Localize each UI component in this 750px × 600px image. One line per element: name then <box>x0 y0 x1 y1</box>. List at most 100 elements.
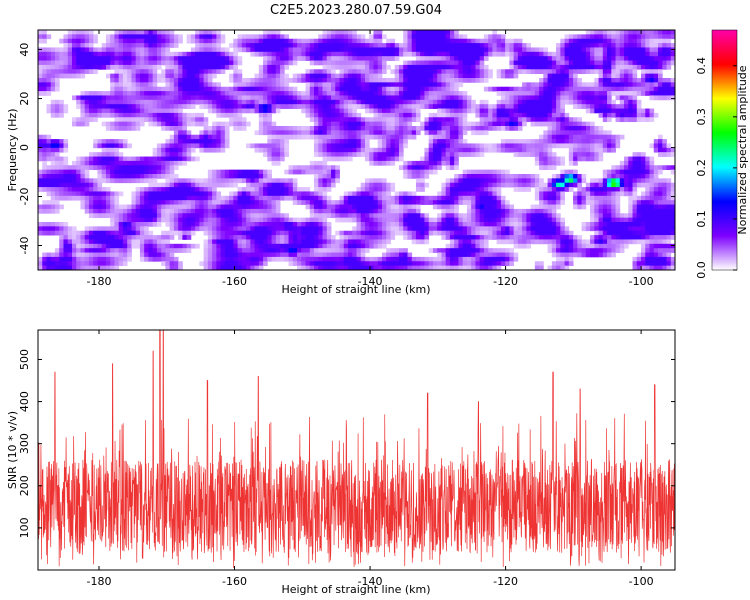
spectrogram-cell <box>500 200 506 205</box>
spectrogram-cell <box>343 64 349 70</box>
spectrogram-cell <box>182 208 188 214</box>
spectrogram-cell <box>369 126 374 131</box>
spectrogram-cell <box>237 104 243 109</box>
spectrogram-cell <box>649 60 655 66</box>
spectrogram-cell <box>50 165 56 171</box>
spectrogram-cell <box>530 82 536 88</box>
spectrogram-cell <box>369 69 374 75</box>
spectrogram-cell <box>492 182 498 188</box>
spectrogram-cell <box>318 108 323 114</box>
spectrogram-cell <box>602 86 608 92</box>
spectrogram-cell <box>263 82 268 88</box>
spectrogram-cell <box>195 195 200 201</box>
spectrogram-cell <box>522 60 527 66</box>
spectrogram-cell <box>653 213 659 219</box>
spectrogram-cell <box>449 160 455 166</box>
spectrogram-cell <box>666 38 672 44</box>
spectrogram-cell <box>670 51 675 57</box>
spectrogram-cell <box>445 139 451 144</box>
spectrogram-cell <box>199 191 205 197</box>
spectrogram-cell <box>331 152 336 157</box>
spectrogram-cell <box>403 174 408 179</box>
spectrogram-cell <box>169 217 175 223</box>
spectrogram-cell <box>598 187 604 192</box>
spectrogram-cell <box>658 60 663 66</box>
spectrogram-cell <box>305 47 311 53</box>
spectrogram-cell <box>394 117 400 123</box>
spectrogram-cell <box>539 182 544 188</box>
spectrogram-cell <box>258 34 264 40</box>
spectrogram-cell <box>216 51 222 57</box>
spectrogram-cell <box>63 143 69 149</box>
spectrogram-cell <box>314 51 319 57</box>
spectrogram-cell <box>411 108 417 114</box>
spectrogram-cell <box>666 64 672 70</box>
spectrogram-cell <box>551 99 557 105</box>
spectrogram-cell <box>203 34 209 40</box>
spectrogram-cell <box>118 64 124 70</box>
spectrogram-cell <box>331 130 336 136</box>
spectrogram-cell <box>560 139 565 144</box>
spectrogram-cell <box>670 187 675 192</box>
spectrogram-cell <box>454 134 459 140</box>
spectrogram-cell <box>573 174 578 179</box>
spectrogram-cell <box>386 160 391 166</box>
spectrogram-cell <box>458 38 464 44</box>
spectrogram-cell <box>356 91 362 96</box>
spectrogram-cell <box>233 200 238 205</box>
spectrogram-cell <box>539 191 544 197</box>
spectrogram-cell <box>513 73 519 79</box>
spectrogram-cell <box>105 121 111 127</box>
spectrogram-cell <box>335 143 340 149</box>
spectrogram-cell <box>411 174 417 179</box>
spectrogram-cell <box>195 64 200 70</box>
spectrogram-cell <box>432 99 438 105</box>
spectrogram-cell <box>415 60 421 66</box>
spectrogram-cell <box>280 104 285 109</box>
spectrogram-cell <box>110 43 115 48</box>
spectrogram-cell <box>479 208 485 214</box>
spectrogram-cell <box>534 182 540 188</box>
spectrogram-cell <box>373 86 379 92</box>
spectrogram-cell <box>267 204 272 210</box>
spectrogram-cell <box>152 200 158 205</box>
spectrogram-cell <box>190 112 196 118</box>
spectrogram-cell <box>420 38 425 44</box>
spectrogram-cell <box>602 112 608 118</box>
spectrogram-cell <box>280 73 285 79</box>
spectrogram-cell <box>641 182 646 188</box>
spectrogram-cell <box>403 160 408 166</box>
spectrogram-cell <box>343 82 349 88</box>
spectrogram-cell <box>335 204 340 210</box>
spectrogram-cell <box>182 86 188 92</box>
spectrogram-cell <box>611 69 616 75</box>
spectrogram-cell <box>199 178 205 184</box>
spectrogram-cell <box>577 64 582 70</box>
spectrogram-cell <box>568 147 574 153</box>
spectrogram-cell <box>373 108 379 114</box>
spectrogram-cell <box>615 34 621 40</box>
spectrogram-cell <box>560 108 565 114</box>
spectrogram-cell <box>645 195 650 201</box>
spectrogram-cell <box>420 200 425 205</box>
spectrogram-cell <box>297 134 302 140</box>
spectrogram-cell <box>432 117 438 123</box>
spectrogram-cell <box>645 200 650 205</box>
spectrogram-cell <box>369 121 374 127</box>
spectrogram-cell <box>139 156 145 162</box>
spectrogram-cell <box>636 104 642 109</box>
spectrogram-cell <box>611 195 616 201</box>
spectrogram-cell <box>97 200 103 205</box>
spectrogram-cell <box>335 60 340 66</box>
spectrogram-cell <box>564 91 570 96</box>
spectrogram-cell <box>364 78 370 83</box>
spectrogram-cell <box>632 208 638 214</box>
spectrogram-cell <box>653 51 659 57</box>
spectrogram-cell <box>237 187 243 192</box>
spectrogram-cell <box>598 208 604 214</box>
spectrogram-cell <box>458 69 464 75</box>
spectrogram-cell <box>127 169 132 175</box>
spectrogram-cell <box>496 191 502 197</box>
spectrogram-cell <box>118 139 124 144</box>
spectrogram-cell <box>161 160 166 166</box>
